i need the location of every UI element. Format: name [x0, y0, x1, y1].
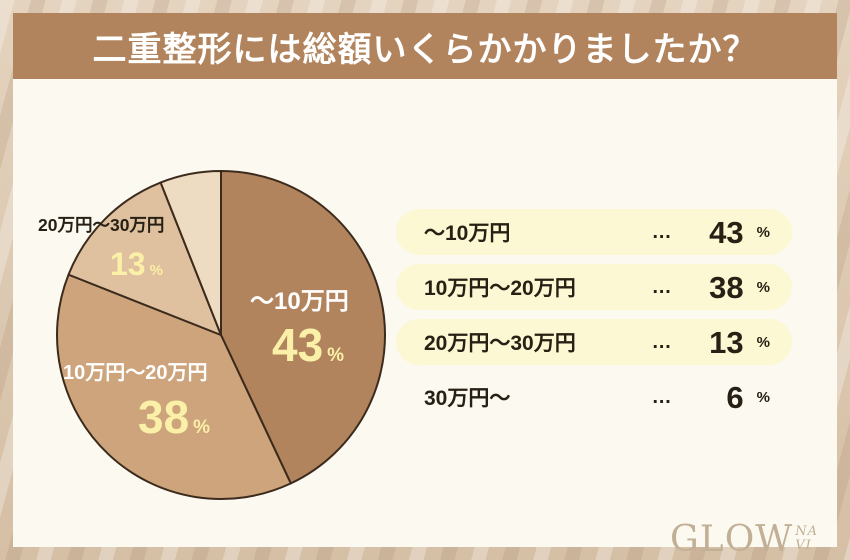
legend-dots: … — [651, 275, 672, 298]
pie-value-unit: % — [327, 345, 345, 366]
legend-label: 〜10万円 — [424, 222, 511, 245]
legend-label: 20万円〜30万円 — [424, 332, 576, 355]
legend-unit: % — [756, 333, 770, 351]
pie-chart — [56, 170, 386, 500]
legend-unit: % — [756, 223, 770, 241]
brand-logo: GLOW NA VI — [670, 522, 818, 558]
legend-dots: … — [651, 385, 672, 408]
legend-row-20to30: 20万円〜30万円 … 13 % — [396, 319, 792, 365]
legend-row-10to20: 10万円〜20万円 … 38 % — [396, 264, 792, 310]
legend-dots: … — [651, 330, 672, 353]
pie-value-number: 43 — [272, 319, 324, 371]
pie-slice-label-10to20: 10万円〜20万円 — [63, 362, 208, 384]
legend-unit: % — [756, 278, 770, 296]
pie-slice-value-20to30: 13% — [110, 248, 163, 280]
legend-label: 10万円〜20万円 — [424, 277, 576, 300]
legend-row-over30: 30万円〜 … 6 % — [396, 374, 792, 420]
pie-value-number: 38 — [138, 391, 190, 443]
pie-slice-label-20to30: 20万円〜30万円 — [38, 215, 165, 235]
pie-value-unit: % — [149, 262, 163, 279]
page-title: 二重整形には総額いくらかかりましたか？ — [92, 30, 758, 69]
legend-value: 13 — [709, 324, 744, 360]
pie-value-unit: % — [193, 417, 211, 438]
pie-slice-0 — [220, 170, 386, 485]
pie-value-number: 13 — [110, 246, 146, 282]
legend-value: 43 — [709, 214, 744, 250]
pie-slice-value-under10: 43% — [272, 322, 344, 368]
pie-slice-3 — [159, 170, 222, 336]
brand-sub-top: NA — [795, 524, 818, 539]
legend-label: 30万円〜 — [424, 387, 511, 410]
legend-dots: … — [651, 220, 672, 243]
brand-main-text: GLOW — [670, 519, 794, 560]
brand-sub-text: NA VI — [795, 525, 818, 552]
pie-slice-1 — [56, 273, 292, 500]
brand-sub-bottom: VI — [795, 537, 812, 553]
pie-slice-label-under10: 〜10万円 — [250, 288, 349, 315]
legend-value: 6 — [726, 379, 744, 415]
legend-list: 〜10万円 … 43 % 10万円〜20万円 … 38 % 20万円〜30万円 … — [396, 209, 792, 429]
header-bar: 二重整形には総額いくらかかりましたか？ — [13, 13, 837, 79]
legend-row-under10: 〜10万円 … 43 % — [396, 209, 792, 255]
legend-value: 38 — [709, 269, 744, 305]
legend-unit: % — [756, 388, 770, 406]
pie-slice-value-10to20: 38% — [138, 394, 210, 440]
pie-slice-2 — [67, 181, 222, 336]
